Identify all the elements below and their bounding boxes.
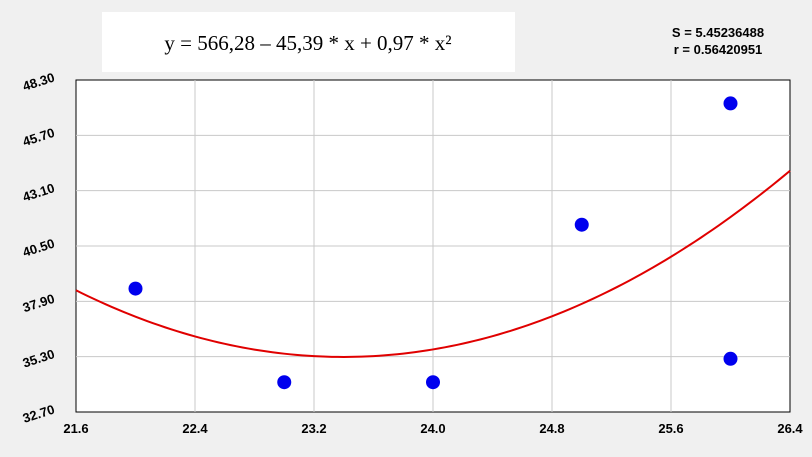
y-axis: 32.70 35.30 37.90 40.50 43.10 45.70 48.30 xyxy=(21,70,57,426)
stat-r: r = 0.56420951 xyxy=(674,42,763,57)
grid xyxy=(76,80,790,412)
data-point xyxy=(426,375,440,390)
stat-s: S = 5.45236488 xyxy=(672,25,764,40)
data-point xyxy=(723,96,738,111)
points-layer xyxy=(128,96,738,390)
data-point xyxy=(723,351,738,366)
y-tick-label: 37.90 xyxy=(21,291,57,315)
x-tick-label: 23.2 xyxy=(301,421,326,436)
x-tick-label: 22.4 xyxy=(182,421,208,436)
x-tick-label: 24.0 xyxy=(420,421,445,436)
data-point xyxy=(574,217,589,232)
equation-text: y = 566,28 – 45,39 * x + 0,97 * x² xyxy=(164,31,451,55)
x-tick-label: 26.4 xyxy=(777,421,803,436)
data-point xyxy=(277,375,292,390)
y-tick-label: 45.70 xyxy=(21,125,57,149)
y-tick-label: 43.10 xyxy=(21,180,57,204)
fit-layer xyxy=(75,169,791,358)
y-tick-label: 35.30 xyxy=(21,346,57,370)
y-tick-label: 48.30 xyxy=(21,70,57,94)
x-tick-label: 21.6 xyxy=(63,421,88,436)
x-axis: 21.6 22.4 23.2 24.0 24.8 25.6 26.4 xyxy=(63,421,803,436)
y-tick-label: 32.70 xyxy=(21,402,57,426)
y-tick-label: 40.50 xyxy=(21,236,57,260)
equation-box xyxy=(102,12,515,72)
data-point xyxy=(128,281,143,296)
x-tick-label: 25.6 xyxy=(658,421,683,436)
fit-curve xyxy=(75,169,791,358)
x-tick-label: 24.8 xyxy=(539,421,564,436)
